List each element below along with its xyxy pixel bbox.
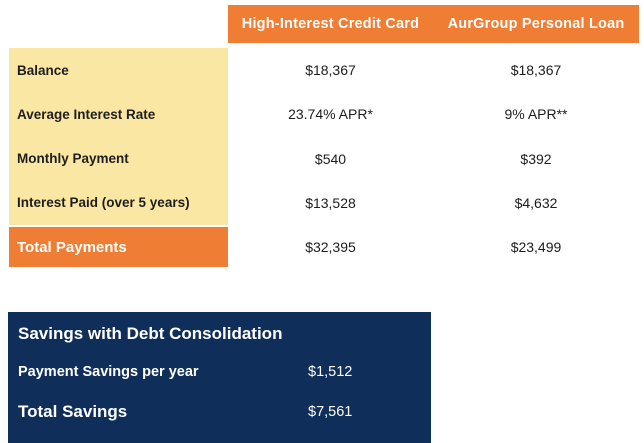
row-label-interest-paid: Interest Paid (over 5 years) [17,195,190,211]
cell-total-payments-personal-loan: $23,499 [510,239,562,255]
cell-interest-paid-personal-loan: $4,632 [514,194,558,211]
savings-row-total-savings: Total Savings $7,561 [18,392,421,432]
row-label-total-payments: Total Payments [9,227,228,267]
row-label-column: Balance Average Interest Rate Monthly Pa… [9,48,228,225]
cell-monthly-payment-personal-loan: $392 [520,150,552,167]
savings-value-payment-per-year: $1,512 [308,364,353,380]
cell-balance-credit-card: $18,367 [305,62,356,79]
row-label-average-interest-rate: Average Interest Rate [17,106,156,122]
cell-monthly-payment-credit-card: $540 [314,150,347,167]
savings-value-total-savings: $7,561 [308,404,353,420]
row-label-balance: Balance [17,62,69,78]
savings-row-payment-per-year: Payment Savings per year $1,512 [18,352,421,392]
comparison-values-grid: $18,367 $18,367 23.74% APR* 9% APR** $54… [228,48,639,225]
cell-total-payments-credit-card: $32,395 [305,239,356,255]
cell-rate-personal-loan: 9% APR** [504,106,568,123]
savings-panel-title: Savings with Debt Consolidation [18,324,283,343]
column-header-credit-card: High-Interest Credit Card [241,16,420,32]
cell-rate-credit-card: 23.74% APR* [288,106,373,123]
column-header-personal-loan: AurGroup Personal Loan [447,16,625,32]
total-payments-values: $32,395 $23,499 [228,227,639,267]
savings-label-payment-per-year: Payment Savings per year [18,364,199,380]
comparison-table-header: High-Interest Credit Card AurGroup Perso… [228,5,639,43]
row-label-monthly-payment: Monthly Payment [17,151,129,167]
cell-interest-paid-credit-card: $13,528 [305,194,356,211]
cell-balance-personal-loan: $18,367 [510,62,562,79]
savings-panel: Savings with Debt Consolidation Payment … [8,312,431,443]
savings-label-total-savings: Total Savings [18,402,128,421]
